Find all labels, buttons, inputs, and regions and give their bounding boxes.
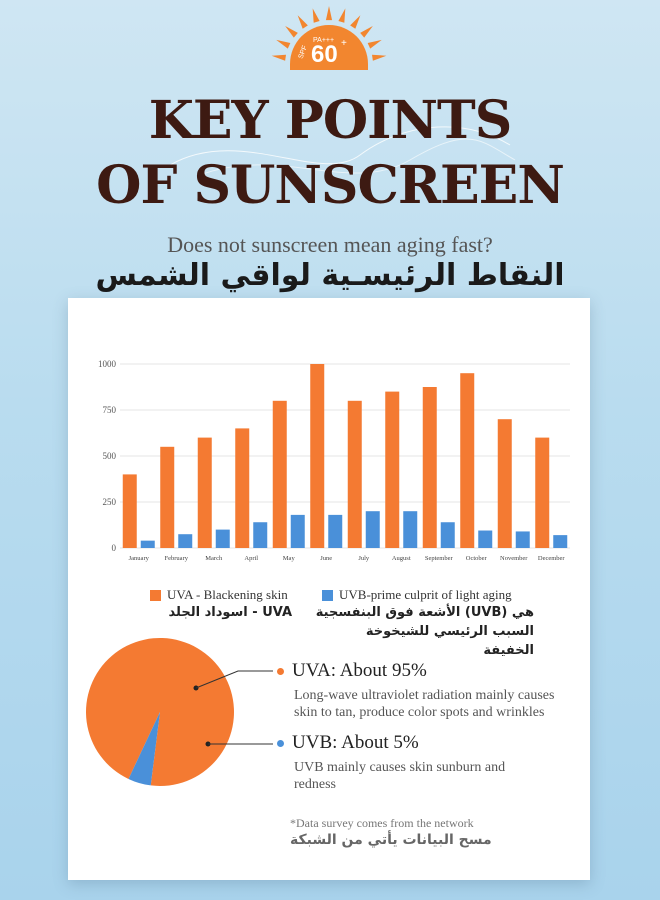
bar-uva — [497, 419, 512, 548]
sun-ray — [338, 8, 346, 23]
sun-ray — [285, 26, 298, 38]
data-source-note: *Data survey comes from the network — [290, 816, 474, 830]
uva-desc-line1: Long-wave ultraviolet radiation mainly c… — [294, 688, 555, 703]
y-tick-label: 750 — [103, 405, 117, 415]
bar-uva — [197, 437, 212, 548]
legend-uva-label-arabic: UVA - اسوداد الجلد — [168, 605, 292, 620]
bar-uva — [385, 391, 400, 548]
x-tick-label: March — [205, 555, 223, 562]
sun-ray — [297, 15, 308, 29]
bar-uva — [160, 446, 175, 548]
bar-uvb — [140, 540, 155, 548]
bar-uva — [122, 474, 137, 548]
x-tick-label: April — [244, 555, 258, 562]
uvb-bullet — [277, 740, 284, 747]
legend-uva-swatch — [150, 589, 161, 601]
sun-ray — [312, 8, 320, 23]
legend-uvb-label: UVB-prime culprit of light aging — [339, 587, 512, 602]
x-tick-label: August — [392, 555, 411, 562]
sun-ray — [372, 54, 387, 61]
y-tick-label: 250 — [103, 497, 117, 507]
pie-chart — [85, 638, 273, 786]
sun-ray — [350, 15, 361, 29]
bar-uva — [235, 428, 250, 548]
page-title-line1: KEY POINTS — [148, 90, 513, 151]
bar-uva — [422, 387, 437, 548]
x-tick-label: July — [358, 555, 370, 562]
legend-uvb: UVB-prime culprit of light aging — [322, 587, 512, 603]
badge-pa: PA+++ — [313, 37, 334, 44]
sun-ray — [271, 54, 286, 61]
uva-leader-line — [195, 670, 273, 689]
data-source-note-arabic: مسح البيانات يأتي من الشبكة — [290, 832, 492, 848]
y-tick-label: 1000 — [98, 359, 117, 369]
bar-uvb — [478, 530, 493, 548]
bar-uvb — [215, 529, 230, 548]
bar-uva — [347, 400, 362, 548]
x-tick-label: September — [425, 555, 454, 562]
y-tick-label: 0 — [112, 543, 117, 553]
sun-ray — [367, 39, 382, 49]
legend-uvb-swatch — [322, 589, 333, 601]
y-tick-label: 500 — [103, 451, 117, 461]
bar-uvb — [403, 511, 418, 548]
bar-uvb — [178, 534, 193, 548]
x-tick-label: February — [165, 555, 189, 562]
sun-ray — [276, 39, 291, 49]
x-tick-label: January — [129, 555, 150, 562]
uva-desc-line2: skin to tan, produce color spots and wri… — [294, 705, 545, 720]
bar-uvb — [290, 514, 305, 548]
uvb-desc-line1: UVB mainly causes skin sunburn and — [294, 760, 506, 775]
pie-slice-uvb — [128, 712, 160, 786]
page-subtitle-arabic: النقاط الرئيسـية لواقي الشمس — [95, 258, 565, 293]
uvb-desc-line2: redness — [294, 777, 336, 792]
bar-chart: 0 250 500 750 1000 January February March April M… — [98, 359, 570, 562]
x-tick-label: May — [283, 555, 296, 562]
pie-slice-uva — [85, 638, 234, 786]
badge-value: 60 — [311, 41, 338, 68]
uvb-share-title: UVB: About 5% — [292, 732, 419, 753]
uva-share-title: UVA: About 95% — [292, 660, 427, 681]
uva-bullet — [277, 668, 284, 675]
page-title-line2: OF SUNSCREEN — [96, 155, 565, 216]
bar-uvb — [253, 522, 268, 548]
spf-badge: PA+++ 60 SPF + — [271, 6, 387, 70]
legend-uvb-label-arabic-1: هي (UVB) الأشعة فوق البنفسجية — [315, 605, 534, 620]
content-panel: 0 250 500 750 1000 January February March April M… — [68, 298, 590, 880]
page-subtitle: Does not sunscreen mean aging fast? — [167, 232, 493, 257]
x-tick-label: November — [500, 555, 528, 562]
sun-icon — [271, 6, 387, 70]
x-tick-label: October — [466, 555, 488, 562]
legend-uvb-label-arabic-2: السبب الرئيسي للشيخوخة الخفيفة — [365, 624, 534, 658]
bar-uvb — [365, 511, 380, 548]
decorative-swirl — [169, 126, 516, 176]
bar-uva — [460, 373, 475, 548]
sun-ray — [360, 26, 373, 38]
bar-uva — [310, 364, 325, 548]
bar-uva — [535, 437, 550, 548]
x-tick-label: June — [320, 555, 332, 562]
bar-uvb — [328, 514, 343, 548]
bar-uvb — [553, 535, 568, 548]
badge-prefix: SPF — [298, 45, 309, 60]
bar-uva — [272, 400, 287, 548]
bar-uvb — [515, 531, 530, 548]
legend-uva: UVA - Blackening skin — [150, 587, 288, 603]
legend-uva-label: UVA - Blackening skin — [167, 587, 288, 602]
bar-uvb — [440, 522, 455, 548]
sun-ray — [325, 6, 333, 21]
badge-suffix: + — [341, 38, 347, 49]
x-tick-label: December — [538, 555, 566, 562]
